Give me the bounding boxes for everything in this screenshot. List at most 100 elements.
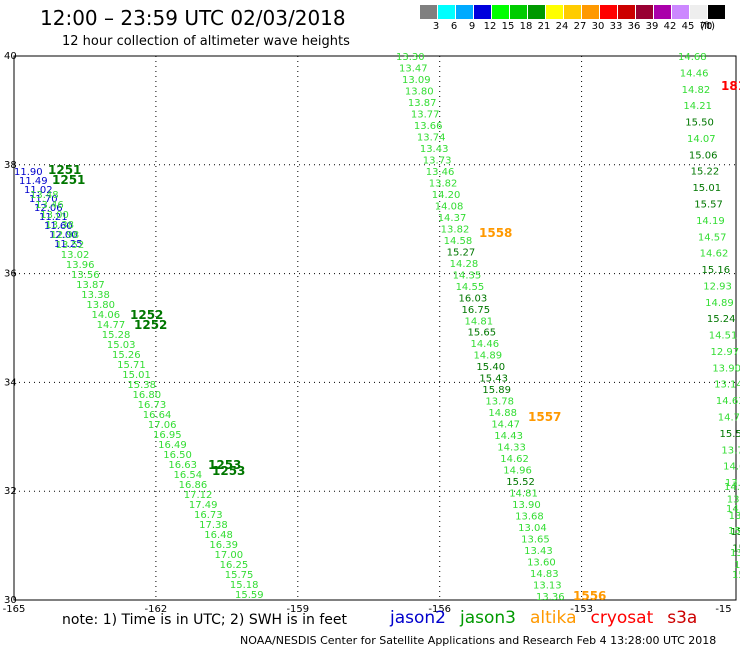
swh-value-far-right: 14.5: [724, 482, 740, 493]
satellite-key-jason3: jason3: [460, 608, 516, 628]
swh-value-left-track: 13.96: [66, 260, 95, 271]
swh-value-left-track: 16.73: [194, 510, 223, 521]
swh-value-right-track: 15.5: [734, 560, 740, 571]
legend-swatch: [492, 5, 509, 19]
swh-value-left-track: 12.98: [51, 230, 80, 241]
legend-swatch-label: 70: [699, 21, 713, 32]
swh-value-mid-track: 13.47: [399, 63, 428, 74]
legend-swatch-label: 42: [663, 21, 677, 32]
longitude-tick-label: -15: [715, 604, 731, 615]
swh-value-right-track: 15.06: [689, 150, 718, 161]
legend-swatch-label: 30: [591, 21, 605, 32]
swh-value-mid-track: 14.43: [494, 431, 523, 442]
legend-swatch: [438, 5, 455, 19]
swh-value-right-track: 14.19: [696, 216, 725, 227]
swh-value-left-track: 15.03: [107, 340, 136, 351]
longitude-tick-label: -159: [286, 604, 309, 615]
pass-time-label: 1252: [130, 308, 163, 322]
swh-value-mid-track: 15.52: [506, 477, 535, 488]
swh-value-mid-track: 13.77: [411, 109, 440, 120]
swh-value-mid-track: 14.62: [500, 454, 529, 465]
swh-value-jason2: 11.60: [44, 221, 73, 232]
swh-value-right-track: 15.16: [701, 265, 730, 276]
swh-value-right-track: 15.53: [720, 429, 740, 440]
swh-value-mid-track: 13.68: [515, 512, 544, 523]
swh-value-mid-track: 14.88: [488, 408, 517, 419]
swh-value-mid-track: 14.58: [444, 236, 473, 247]
swh-value-left-track: 16.49: [158, 440, 187, 451]
swh-value-mid-track: 15.40: [476, 362, 505, 373]
swh-value-far-right: 15.3: [728, 526, 740, 537]
pass-time-label: 1557: [528, 410, 561, 424]
swh-value-right-track: 14.07: [687, 134, 716, 145]
legend-swatch: [654, 5, 671, 19]
legend-swatch: [510, 5, 527, 19]
swh-value-jason2: 11.21: [39, 212, 68, 223]
swh-value-mid-track: 15.65: [467, 328, 496, 339]
swh-value-left-track: 16.86: [179, 480, 208, 491]
legend-unit: (ft): [700, 21, 716, 32]
swh-value-left-track: 15.18: [230, 580, 259, 591]
legend-swatch-label: 33: [609, 21, 623, 32]
swh-value-mid-track: 13.13: [533, 581, 562, 592]
swh-value-mid-track: 14.08: [435, 201, 464, 212]
swh-value-left-track: 16.48: [204, 530, 233, 541]
legend-swatch: [420, 5, 437, 19]
pass-time-label: 1556: [573, 589, 606, 603]
swh-value-mid-track: 14.28: [450, 259, 479, 270]
swh-value-left-track: 16.63: [168, 460, 197, 471]
swh-value-left-track: 17.06: [148, 420, 177, 431]
satellite-key-s3a: s3a: [667, 608, 698, 628]
latitude-tick-label: 36: [4, 269, 17, 280]
swh-value-right-track: 15.22: [732, 544, 740, 555]
swh-value-mid-track: 14.35: [453, 270, 482, 281]
swh-value-mid-track: 13.74: [417, 132, 446, 143]
swh-value-mid-track: 13.60: [527, 558, 556, 569]
swh-value-left-track: 15.28: [102, 330, 131, 341]
map-title: 12:00 – 23:59 UTC 02/03/2018: [40, 6, 346, 30]
swh-value-mid-track: 13.36: [536, 592, 565, 603]
swh-value-left-track: 15.38: [127, 380, 156, 391]
swh-value-left-track: 13.00: [40, 210, 69, 221]
swh-value-mid-track: 13.80: [405, 86, 434, 97]
pass-time-label: 1252: [134, 318, 167, 332]
legend-swatch: [636, 5, 653, 19]
legend-swatch: [708, 5, 725, 19]
swh-value-far-right: 13.9: [730, 548, 740, 559]
swh-value-right-track: 14.60: [723, 462, 740, 473]
satellite-key-altika: altika: [530, 608, 577, 628]
satellite-key-cryosat: cryosat: [590, 608, 654, 628]
swh-value-mid-track: 13.73: [423, 155, 452, 166]
swh-value-left-track: 16.73: [138, 400, 167, 411]
pass-time-label: 1251: [52, 173, 85, 187]
legend-swatch-label: 15: [501, 21, 515, 32]
swh-value-left-track: 17.12: [184, 490, 213, 501]
swh-value-mid-track: 14.96: [503, 466, 532, 477]
swh-value-mid-track: 14.20: [432, 190, 461, 201]
swh-value-right-track: 14.79: [718, 413, 740, 424]
swh-value-right-track: 12.93: [703, 281, 732, 292]
legend-swatch: [474, 5, 491, 19]
legend-swatch-label: 45: [681, 21, 695, 32]
credit-footer: NOAA/NESDIS Center for Satellite Applica…: [240, 634, 717, 647]
swh-value-left-track: 13.46: [35, 200, 64, 211]
swh-value-left-track: 13.80: [86, 300, 115, 311]
swh-value-right-track: 14.82: [682, 85, 711, 96]
swh-value-left-track: 13.56: [71, 270, 100, 281]
legend-swatch-label: 21: [537, 21, 551, 32]
swh-value-mid-track: 13.04: [518, 523, 547, 534]
swh-value-left-track: 16.25: [220, 560, 249, 571]
latitude-tick-label: 30: [4, 595, 17, 606]
longitude-tick-label: -162: [145, 604, 168, 615]
swh-value-mid-track: 16.03: [459, 293, 488, 304]
swh-value-mid-track: 13.43: [420, 144, 449, 155]
swh-value-right-track: 15.24: [707, 314, 736, 325]
swh-value-right-track: 14.68: [678, 52, 707, 63]
swh-value-mid-track: 13.87: [408, 98, 437, 109]
graticule: [14, 56, 736, 600]
pass-time-label: 181: [721, 79, 740, 93]
swh-value-left-track: 13.52: [56, 240, 85, 251]
legend-swatch: [618, 5, 635, 19]
legend-swatch-label: 18: [519, 21, 533, 32]
